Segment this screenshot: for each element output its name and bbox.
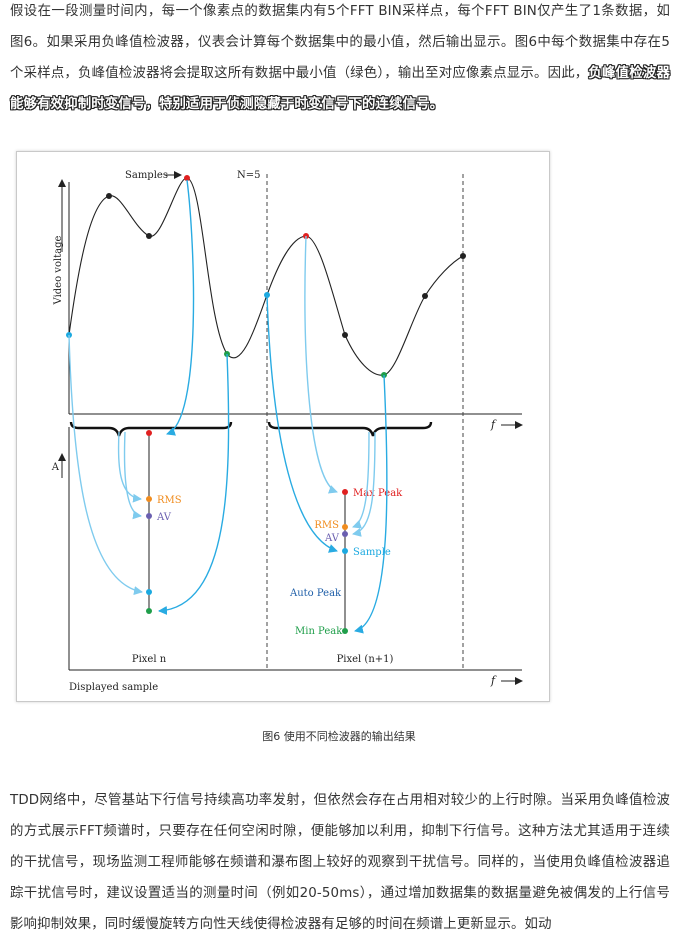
max-sample-point	[184, 175, 190, 181]
figure-caption: 图6 使用不同检波器的输出结果	[262, 730, 416, 743]
video-voltage-label: Video voltage	[53, 235, 64, 305]
sample-label: Sample	[353, 547, 391, 558]
sample-point	[460, 253, 466, 259]
pixel-n-av-label: AV	[156, 512, 172, 523]
pixel-n1-rms-dot	[342, 524, 348, 530]
f-label-top: f	[490, 418, 497, 431]
pixel-n-rms-dot	[146, 496, 152, 502]
max-to-pixel-n-arrow	[166, 179, 195, 436]
brace-to-rms-arrow	[117, 431, 142, 503]
f-label-bottom: f	[490, 674, 497, 687]
pixel-n1-sample-dot	[342, 548, 348, 554]
pixel-n1-av-label: AV	[324, 533, 340, 544]
pixel-n1-min-peak-dot	[342, 628, 348, 634]
min-to-pixel-n-arrow	[158, 353, 230, 616]
sample-point	[422, 293, 428, 299]
pixel-n-min-peak-dot	[146, 608, 152, 614]
max-peak-label: Max Peak	[353, 488, 403, 499]
pixel-n1-rms-label: RMS	[314, 520, 339, 531]
detector-figure: Video voltage A f f Samples N=5	[16, 151, 550, 702]
sample-point	[106, 193, 112, 199]
pixel-n-max-peak-dot	[146, 430, 152, 436]
detector-diagram: Video voltage A f f Samples N=5	[51, 170, 523, 693]
max-to-pixel-n1-arrow	[304, 235, 338, 494]
sample-to-pixel-n-arrow	[68, 334, 143, 595]
min-peak-label: Min Peak	[295, 626, 343, 637]
pixel-n1-brace	[267, 421, 433, 437]
intro-bold-text: 负峰值检波器能够有效抑制时变信号，特别适用于侦测隐藏于时变信号下的连续信号。	[10, 66, 670, 112]
auto-peak-label: Auto Peak	[289, 588, 342, 599]
intro-text: 假设在一段测量时间内，每一个像素点的数据集内有5个FFT BIN采样点，每个FF…	[10, 4, 670, 81]
brace-to-av-arrow	[123, 431, 142, 520]
samples-label: Samples	[125, 170, 168, 181]
n-equals-5-label: N=5	[237, 170, 261, 181]
pixel-n-rms-label: RMS	[157, 495, 182, 506]
sample-to-pixel-n1-arrow	[266, 294, 338, 553]
a-axis-label: A	[51, 462, 60, 473]
tdd-paragraph: TDD网络中，尽管基站下行信号持续高功率发射，但依然会存在占用相对较少的上行时隙…	[10, 793, 670, 932]
video-signal-curve	[68, 177, 464, 376]
min-to-pixel-n1-arrow	[354, 374, 388, 634]
pixel-n-label: Pixel n	[132, 654, 167, 665]
displayed-sample-label: Displayed sample	[69, 682, 158, 693]
pixel-n-sample-dot	[146, 589, 152, 595]
brace-to-rms-n1-arrow	[352, 431, 370, 529]
intro-paragraph: 假设在一段测量时间内，每一个像素点的数据集内有5个FFT BIN采样点，每个FF…	[10, 0, 670, 120]
pixel-n1-label: Pixel (n+1)	[337, 654, 394, 665]
sample-point	[146, 233, 152, 239]
pixel-n1-av-dot	[342, 531, 348, 537]
sample-point	[342, 332, 348, 338]
pixel-n-av-dot	[146, 513, 152, 519]
brace-to-av-n1-arrow	[352, 431, 376, 537]
pixel-n1-max-peak-dot	[342, 489, 348, 495]
